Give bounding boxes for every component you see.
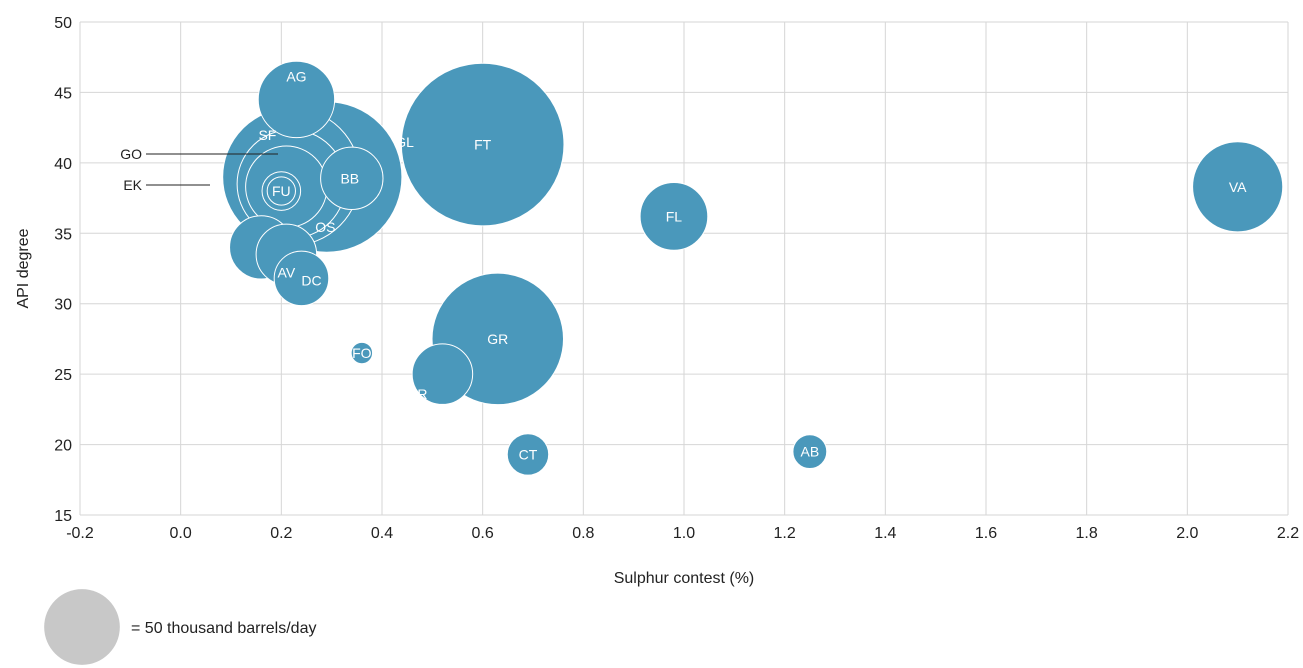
bubble-label-gr: GR (487, 331, 508, 347)
bubble-label-fo: FO (352, 345, 372, 361)
bubble-label-hr: HR (407, 386, 427, 402)
x-tick-label: 0.2 (270, 525, 292, 542)
y-tick-label: 45 (54, 85, 72, 102)
bubble-ab (792, 434, 828, 470)
bubble-label-av: AV (278, 264, 296, 280)
x-tick-label: 1.4 (874, 525, 896, 542)
bubble-va (1192, 141, 1284, 233)
legend-text: = 50 thousand barrels/day (131, 620, 316, 637)
callout-label-ek: EK (123, 177, 142, 193)
x-tick-label: 2.2 (1277, 525, 1299, 542)
x-tick-label: 1.8 (1076, 525, 1098, 542)
bubble-label-dc: DC (301, 272, 321, 288)
bubble-label-va: VA (1229, 179, 1247, 195)
bubble-label-gl: GL (395, 134, 414, 150)
bubble-ct (506, 433, 550, 476)
y-tick-label: 50 (54, 15, 72, 32)
bubble-label-fl: FL (666, 208, 683, 224)
x-tick-label: 1.6 (975, 525, 997, 542)
y-tick-label: 15 (54, 508, 72, 525)
callout-label-go: GO (120, 146, 142, 162)
bubble-layer (222, 60, 1284, 476)
x-tick-label: 0.8 (572, 525, 594, 542)
legend-bubble (44, 589, 120, 665)
y-tick-label: 40 (54, 156, 72, 173)
bubble-fo (350, 341, 374, 365)
x-axis-title: Sulphur contest (%) (614, 570, 755, 587)
bubble-bb (320, 146, 384, 211)
x-tick-label: 1.2 (774, 525, 796, 542)
y-tick-label: 35 (54, 226, 72, 243)
bubble-label-os: OS (315, 219, 335, 235)
bubble-label-ag: AG (286, 68, 306, 84)
y-tick-label: 20 (54, 438, 72, 455)
y-tick-label: 25 (54, 367, 72, 384)
x-tick-label: 2.0 (1176, 525, 1198, 542)
bubble-label-ft: FT (474, 137, 492, 153)
axis-layer: -0.2 0.0 0.2 0.4 0.6 0.8 1.0 1.2 1.4 1.6 1.8 2.0 2.2… (15, 15, 1299, 587)
x-tick-label: 1.0 (673, 525, 695, 542)
size-legend: = 50 thousand barrels/day (44, 589, 316, 665)
bubble-hr (411, 343, 474, 405)
bubble-label-layer: VA FT GR HR TL DC AG GL SF OS AV BB FU FL CT AB FO EK GO (120, 68, 1247, 462)
bubble-ag (257, 60, 336, 139)
x-tick-label: 0.0 (170, 525, 192, 542)
bubble-fu (266, 176, 296, 206)
x-tick-label: 0.4 (371, 525, 393, 542)
y-axis-title: API degree (15, 228, 32, 308)
bubble-label-bb: BB (340, 170, 359, 186)
bubble-fl (639, 182, 709, 251)
bubble-label-sf: SF (258, 127, 276, 143)
bubble-label-fu: FU (272, 183, 291, 199)
bubble-label-tl: TL (214, 246, 231, 262)
bubble-dc (273, 250, 330, 307)
x-tick-label: -0.2 (66, 525, 94, 542)
bubble-ft (400, 62, 565, 227)
x-tick-label: 0.6 (472, 525, 494, 542)
bubble-label-ct: CT (519, 446, 538, 462)
y-tick-label: 30 (54, 297, 72, 314)
bubble-label-ab: AB (800, 444, 819, 460)
